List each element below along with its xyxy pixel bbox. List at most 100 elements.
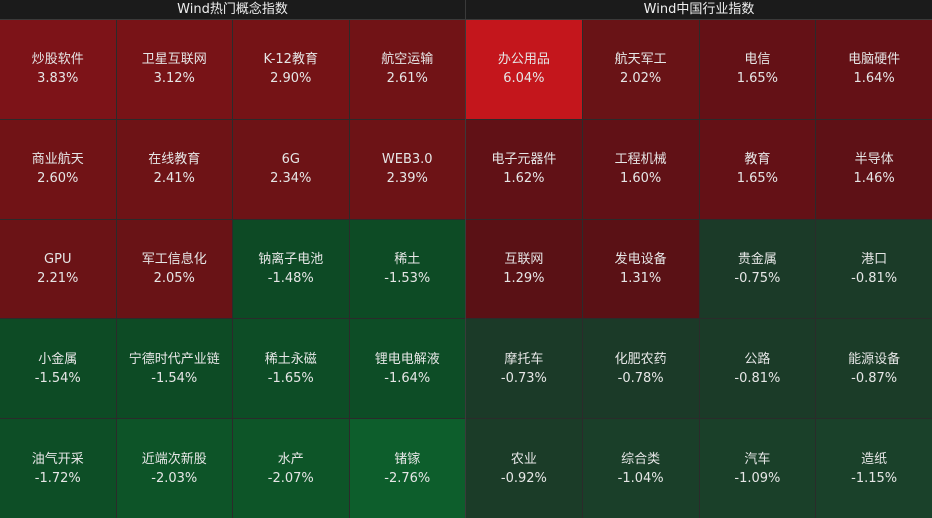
cell-name: 工程机械 [614,152,667,168]
cell-change: -0.81% [851,270,898,286]
heatmap-cell[interactable]: 炒股软件 3.83% [0,20,116,119]
heatmap-cell[interactable]: 钠离子电池 -1.48% [233,219,349,319]
cell-name: 炒股软件 [31,52,84,68]
heatmap-cell[interactable]: 摩托车 -0.73% [466,319,582,419]
heatmap-cell[interactable]: 公路 -0.81% [699,319,816,419]
heatmap-cell[interactable]: 贵金属 -0.75% [699,219,816,319]
cell-name: 军工信息化 [141,251,207,267]
heatmap-cell[interactable]: 油气开采 -1.72% [0,419,116,518]
cell-change: 1.60% [619,171,662,187]
cell-name: 卫星互联网 [141,52,207,68]
heatmap-cell[interactable]: 商业航天 2.60% [0,119,116,219]
heatmap-cell[interactable]: 卫星互联网 3.12% [116,20,232,119]
cell-name: 农业 [510,451,537,467]
cell-name: 发电设备 [614,251,667,267]
heatmap-cell[interactable]: 港口 -0.81% [816,219,932,319]
heatmap-cell[interactable]: 综合类 -1.04% [582,419,699,518]
heatmap-cell[interactable]: 小金属 -1.54% [0,319,116,419]
cell-change: 1.65% [736,171,779,187]
cell-change: -2.76% [384,470,431,486]
cell-name: WEB3.0 [381,152,433,168]
cell-change: 1.64% [853,71,895,87]
cell-change: 1.65% [736,71,779,87]
cell-name: 稀土永磁 [264,351,317,367]
cell-name: 电子元器件 [491,152,557,168]
heatmap-cell[interactable]: 稀土 -1.53% [349,219,465,319]
cell-name: 锂电电解液 [374,351,440,367]
cell-name: 半导体 [854,152,894,168]
heatmap-cell[interactable]: 宁德时代产业链 -1.54% [116,319,232,419]
heatmap-cell[interactable]: 在线教育 2.41% [116,119,232,219]
cell-change: -1.04% [617,470,664,486]
heatmap-cell[interactable]: 电子元器件 1.62% [466,119,582,219]
cell-name: 航天军工 [614,52,667,68]
cell-change: 2.34% [270,171,312,187]
heatmap-cell[interactable]: 农业 -0.92% [466,419,582,518]
heatmap-cell[interactable]: 半导体 1.46% [816,119,932,219]
heatmap-cell[interactable]: 能源设备 -0.87% [816,319,932,419]
cell-name: 造纸 [861,451,888,467]
cell-name: 港口 [861,251,888,267]
cell-name: 综合类 [621,451,661,467]
heatmap-cell[interactable]: K-12教育 2.90% [233,20,349,119]
cell-name: 教育 [744,152,771,168]
heatmap-cell[interactable]: 水产 -2.07% [233,419,349,518]
cell-change: -1.53% [384,270,431,286]
cell-name: 航空运输 [381,52,434,68]
cell-name: 贵金属 [737,251,777,267]
heatmap-cell[interactable]: 教育 1.65% [699,119,816,219]
cell-change: -0.92% [500,470,547,486]
heatmap-cell[interactable]: 工程机械 1.60% [582,119,699,219]
cell-name: 钠离子电池 [258,251,324,267]
cell-name: 能源设备 [848,351,901,367]
cell-name: GPU [44,251,72,267]
heatmap-cell[interactable]: 近端次新股 -2.03% [116,419,232,518]
cell-name: 电信 [744,52,771,68]
heatmap-cell[interactable]: 航天军工 2.02% [582,20,699,119]
heatmap-cell[interactable]: 军工信息化 2.05% [116,219,232,319]
cell-name: 近端次新股 [141,451,207,467]
cell-change: -0.81% [734,370,781,386]
cell-change: 1.31% [619,270,662,286]
heatmap-cell[interactable]: 电脑硬件 1.64% [816,20,932,119]
heatmap-cell[interactable]: WEB3.0 2.39% [349,119,465,219]
heatmap-cell[interactable]: 造纸 -1.15% [816,419,932,518]
cell-change: 2.60% [37,171,79,187]
cell-name: 公路 [744,351,771,367]
cell-change: 2.90% [270,71,312,87]
heatmap-cell[interactable]: 发电设备 1.31% [582,219,699,319]
cell-change: 2.05% [153,270,195,286]
heatmap-cell[interactable]: 锗镓 -2.76% [349,419,465,518]
heatmap-cell[interactable]: 电信 1.65% [699,20,816,119]
heatmap-cell[interactable]: 办公用品 6.04% [466,20,582,119]
cell-name: 宁德时代产业链 [128,351,220,367]
cell-change: -1.65% [267,370,314,386]
cell-change: 2.02% [619,71,662,87]
cell-change: 2.41% [153,171,195,187]
cell-change: -0.78% [617,370,664,386]
cell-name: 化肥农药 [614,351,667,367]
heatmap-cell[interactable]: 锂电电解液 -1.64% [349,319,465,419]
heatmap-cell[interactable]: 6G 2.34% [233,119,349,219]
cell-change: -0.87% [851,370,898,386]
cell-name: 在线教育 [148,152,201,168]
cell-change: 1.62% [503,171,545,187]
heatmap-cell[interactable]: 航空运输 2.61% [349,20,465,119]
cell-change: -1.15% [851,470,898,486]
heatmap-cell[interactable]: 互联网 1.29% [466,219,582,319]
cell-name: 水产 [277,451,304,467]
panel-title: Wind热门概念指数 [0,0,465,20]
heatmap-cell[interactable]: 化肥农药 -0.78% [582,319,699,419]
cell-change: -1.54% [151,370,198,386]
cell-change: -2.07% [267,470,314,486]
heatmap-cell[interactable]: 汽车 -1.09% [699,419,816,518]
heatmap-cell[interactable]: 稀土永磁 -1.65% [233,319,349,419]
cell-name: 小金属 [38,351,78,367]
cell-name: K-12教育 [263,52,318,68]
cell-change: -1.48% [267,270,314,286]
cell-change: 6.04% [503,71,545,87]
panel-title: Wind中国行业指数 [466,0,932,20]
panel: Wind中国行业指数 办公用品 6.04% 航天军工 2.02% 电信 1.65% 电脑硬件 1… [466,0,932,518]
heatmap-cell[interactable]: GPU 2.21% [0,219,116,319]
